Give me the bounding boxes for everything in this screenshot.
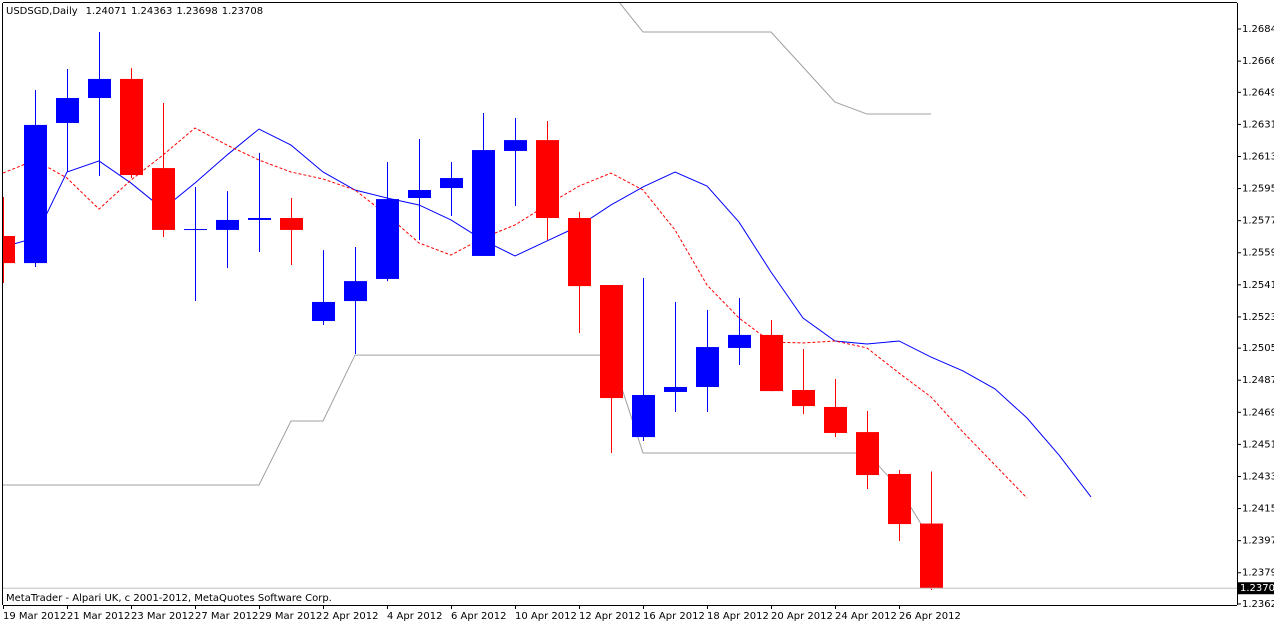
x-tick-label: 27 Mar 2012 <box>195 611 258 622</box>
candle-body <box>920 523 943 589</box>
chart-title: USDSGD,Daily <box>6 6 78 17</box>
candle-body <box>760 334 783 392</box>
candle-body <box>216 219 239 230</box>
candle-body <box>88 78 111 99</box>
y-tick-label: 1.24335 <box>1242 471 1274 482</box>
candle-body <box>632 395 655 438</box>
y-tick-label: 1.23795 <box>1242 568 1274 579</box>
indicator-line <box>619 3 931 115</box>
copyright: MetaTrader - Alpari UK, c 2001-2012, Met… <box>6 593 332 604</box>
close-value: 1.23708 <box>222 6 263 17</box>
candle-body <box>696 347 719 387</box>
y-tick-label: 1.24695 <box>1242 407 1274 418</box>
x-tick-label: 23 Mar 2012 <box>131 611 194 622</box>
y-tick-label: 1.24155 <box>1242 504 1274 515</box>
candle-body <box>536 140 559 218</box>
indicator-line <box>3 354 932 541</box>
y-tick-label: 1.25770 <box>1242 216 1274 227</box>
candle-body <box>24 124 47 264</box>
open-value: 1.24071 <box>86 6 127 17</box>
y-tick-label: 1.26310 <box>1242 119 1274 130</box>
y-tick-label: 1.24515 <box>1242 439 1274 450</box>
y-tick-label: 1.26490 <box>1242 87 1274 98</box>
candle-body <box>56 98 79 123</box>
x-tick-label: 20 Apr 2012 <box>771 611 833 622</box>
y-tick-label: 1.25055 <box>1242 343 1274 354</box>
candle-body <box>568 217 591 287</box>
x-tick-label: 16 Apr 2012 <box>643 611 705 622</box>
y-tick-label: 1.23620 <box>1242 599 1274 610</box>
candle-body <box>280 217 303 230</box>
current-price-box <box>1238 582 1274 595</box>
x-tick-label: 26 Apr 2012 <box>899 611 961 622</box>
y-tick-label: 1.23975 <box>1242 536 1274 547</box>
x-tick-label: 6 Apr 2012 <box>451 611 506 622</box>
candle-body <box>856 432 879 476</box>
y-tick-label: 1.26845 <box>1242 24 1274 35</box>
x-tick-label: 21 Mar 2012 <box>67 611 130 622</box>
candle-body <box>504 140 527 151</box>
indicator-line <box>3 128 1092 498</box>
y-tick-label: 1.26130 <box>1242 151 1274 162</box>
y-tick-label: 1.25950 <box>1242 184 1274 195</box>
candle-body <box>184 229 207 231</box>
candle-body <box>472 150 495 256</box>
x-tick-label: 2 Apr 2012 <box>323 611 378 622</box>
y-tick-label: 1.24875 <box>1242 375 1274 386</box>
candle-body <box>440 178 463 189</box>
candle-body <box>824 406 847 433</box>
x-tick-label: 29 Mar 2012 <box>259 611 322 622</box>
x-tick-label: 12 Apr 2012 <box>579 611 641 622</box>
candle-body <box>600 285 623 399</box>
plot-area <box>3 3 1092 591</box>
x-tick-label: 18 Apr 2012 <box>707 611 769 622</box>
candle-body <box>344 281 367 302</box>
y-tick-label: 1.25410 <box>1242 280 1274 291</box>
candle-body <box>120 78 143 176</box>
candle-body <box>152 168 175 230</box>
candle-body <box>376 199 399 279</box>
low-value: 1.23698 <box>176 6 217 17</box>
y-tick-label: 1.26665 <box>1242 56 1274 67</box>
candle-body <box>888 473 911 525</box>
candle-body <box>792 390 815 407</box>
current-price-label: 1.23708 <box>1240 583 1274 594</box>
candle-body <box>408 189 431 199</box>
indicator-line <box>3 127 1028 499</box>
candle-body <box>664 386 687 392</box>
candle-body <box>248 217 271 220</box>
chart-header: USDSGD,Daily 1.24071 1.24363 1.23698 1.23708 <box>6 6 263 17</box>
x-tick-label: 24 Apr 2012 <box>835 611 897 622</box>
y-tick-label: 1.25230 <box>1242 312 1274 323</box>
y-tick-label: 1.25590 <box>1242 248 1274 259</box>
x-tick-label: 19 Mar 2012 <box>3 611 66 622</box>
candle-body <box>728 334 751 348</box>
candle-body <box>3 235 15 264</box>
candle-body <box>312 301 335 322</box>
x-tick-label: 10 Apr 2012 <box>515 611 577 622</box>
x-tick-label: 4 Apr 2012 <box>387 611 442 622</box>
high-value: 1.24363 <box>131 6 172 17</box>
